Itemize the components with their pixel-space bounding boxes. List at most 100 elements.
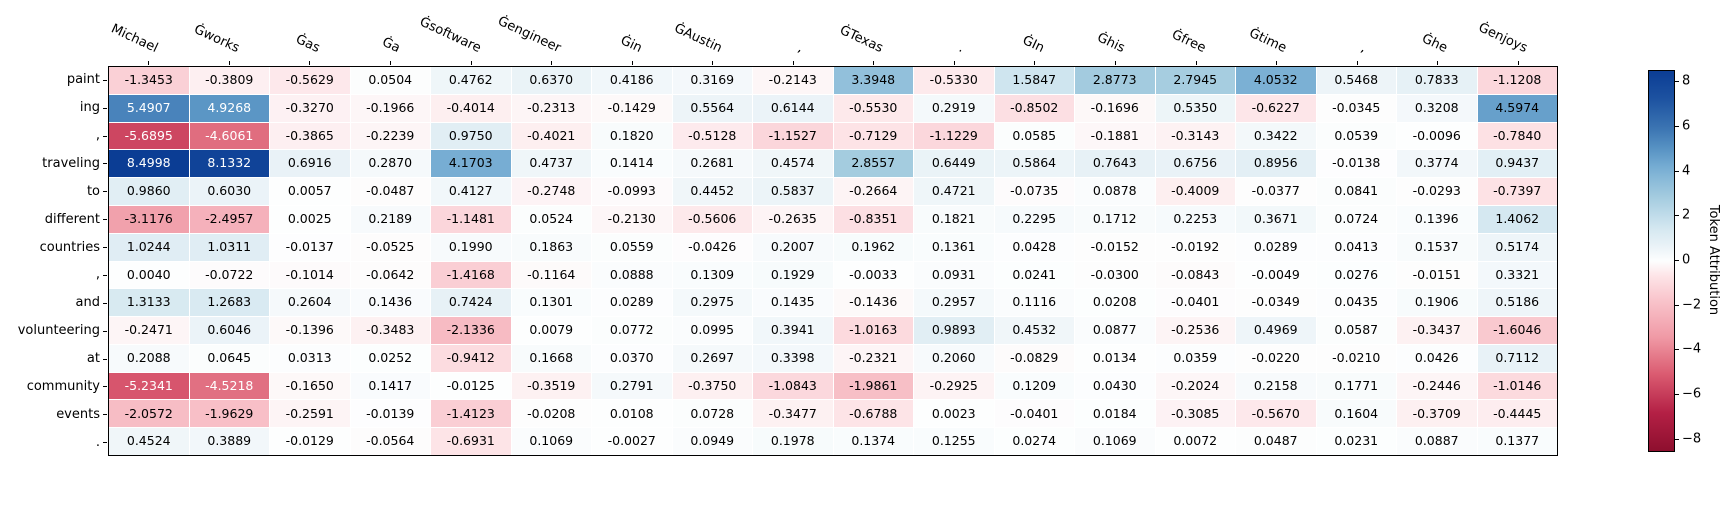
heatmap-cell: 0.0231 xyxy=(1316,428,1396,455)
heatmap-cell: -2.0572 xyxy=(109,400,189,428)
colorbar-tick xyxy=(1675,394,1679,395)
column-label: , xyxy=(1358,40,1369,56)
heatmap-cell: -0.0843 xyxy=(1155,261,1235,289)
x-axis-tick xyxy=(309,61,310,65)
heatmap-cell: -0.2130 xyxy=(592,205,672,233)
heatmap-cell: 0.4532 xyxy=(994,317,1074,344)
heatmap-cell: -0.0125 xyxy=(431,372,511,400)
heatmap-cell: 0.3321 xyxy=(1477,261,1557,289)
heatmap-cell: 5.4907 xyxy=(109,94,189,122)
heatmap-cell: 0.1301 xyxy=(511,289,591,317)
heatmap-cell: 0.9437 xyxy=(1477,150,1557,178)
heatmap-cell: -1.0843 xyxy=(753,372,833,400)
row-label: . xyxy=(95,434,100,450)
colorbar-tick xyxy=(1675,439,1679,440)
heatmap-cell: -0.3709 xyxy=(1397,400,1477,428)
heatmap-cell: 0.0888 xyxy=(592,261,672,289)
heatmap-cell: 0.0134 xyxy=(1075,344,1155,372)
heatmap-cell: 2.7945 xyxy=(1155,67,1235,94)
y-axis-tick xyxy=(103,414,107,415)
heatmap-cell: -0.0300 xyxy=(1075,261,1155,289)
x-axis-tick xyxy=(229,61,230,65)
heatmap-cell: 0.1255 xyxy=(914,428,994,455)
heatmap-cell: 0.0877 xyxy=(1075,317,1155,344)
heatmap-cell: 0.2957 xyxy=(914,289,994,317)
x-axis-tick xyxy=(712,61,713,65)
x-axis-tick xyxy=(1518,61,1519,65)
heatmap-cell: -0.7129 xyxy=(833,122,913,150)
heatmap-cell: -0.0401 xyxy=(994,400,1074,428)
heatmap-cell: 0.0313 xyxy=(270,344,350,372)
heatmap-cell: -0.0829 xyxy=(994,344,1074,372)
heatmap-cell: -1.1229 xyxy=(914,122,994,150)
heatmap-cell: 0.1820 xyxy=(592,122,672,150)
heatmap-cell: -1.6046 xyxy=(1477,317,1557,344)
column-label: Ġfree xyxy=(1169,27,1208,56)
heatmap-cell: 0.3774 xyxy=(1397,150,1477,178)
heatmap-cell: 0.0587 xyxy=(1316,317,1396,344)
heatmap-cell: 0.4969 xyxy=(1236,317,1316,344)
colorbar-tick xyxy=(1675,349,1679,350)
heatmap-cell: -0.4021 xyxy=(511,122,591,150)
row-label: events xyxy=(56,406,100,422)
heatmap-cell: -0.0208 xyxy=(511,400,591,428)
colorbar-tick-label: −2 xyxy=(1682,297,1702,313)
heatmap-cell: -0.0027 xyxy=(592,428,672,455)
heatmap-cell: 0.1863 xyxy=(511,233,591,261)
heatmap-cell: 0.4574 xyxy=(753,150,833,178)
heatmap-cell: 0.1396 xyxy=(1397,205,1477,233)
heatmap-cell: -0.2635 xyxy=(753,205,833,233)
heatmap-cell: 0.7424 xyxy=(431,289,511,317)
x-axis-tick xyxy=(793,61,794,65)
colorbar-tick-label: −8 xyxy=(1682,431,1702,447)
heatmap-cell: 0.0289 xyxy=(592,289,672,317)
y-axis-tick xyxy=(103,303,107,304)
heatmap-cell: -0.0525 xyxy=(350,233,430,261)
heatmap-cell: 0.5350 xyxy=(1155,94,1235,122)
heatmap-cell: 0.0108 xyxy=(592,400,672,428)
heatmap-cell: 0.1435 xyxy=(753,289,833,317)
heatmap-cell: 0.4721 xyxy=(914,178,994,205)
heatmap-cell: 0.1906 xyxy=(1397,289,1477,317)
heatmap-cell: -0.2536 xyxy=(1155,317,1235,344)
colorbar-tick-label: 0 xyxy=(1682,252,1691,268)
heatmap-cell: 0.0995 xyxy=(672,317,752,344)
heatmap-cell: 0.9893 xyxy=(914,317,994,344)
heatmap-cell: 4.1703 xyxy=(431,150,511,178)
row-label: , xyxy=(95,267,100,283)
x-axis-tick xyxy=(1357,61,1358,65)
heatmap-cell: 0.0023 xyxy=(914,400,994,428)
row-label: different xyxy=(44,211,100,227)
x-axis-tick xyxy=(1196,61,1197,65)
heatmap-cell: -3.1176 xyxy=(109,205,189,233)
heatmap-cell: 0.1417 xyxy=(350,372,430,400)
x-axis-tick xyxy=(471,61,472,65)
heatmap-cell: -0.3270 xyxy=(270,94,350,122)
colorbar-tick-label: 4 xyxy=(1682,163,1691,179)
heatmap-cell: 0.5564 xyxy=(672,94,752,122)
heatmap-cell: -0.0735 xyxy=(994,178,1074,205)
heatmap-cell: -0.4445 xyxy=(1477,400,1557,428)
colorbar-tick-label: −4 xyxy=(1682,341,1702,357)
heatmap-cell: 0.4127 xyxy=(431,178,511,205)
heatmap-cell: 0.2088 xyxy=(109,344,189,372)
column-label: Ġtime xyxy=(1246,25,1289,56)
heatmap-cell: -0.0049 xyxy=(1236,261,1316,289)
heatmap-cell: -1.1208 xyxy=(1477,67,1557,94)
heatmap-cell: -0.2239 xyxy=(350,122,430,150)
colorbar-tick xyxy=(1675,171,1679,172)
heatmap-cell: -0.0151 xyxy=(1397,261,1477,289)
colorbar-tick xyxy=(1675,81,1679,82)
heatmap-cell: -0.0401 xyxy=(1155,289,1235,317)
row-label: countries xyxy=(39,239,100,255)
heatmap-cell: 0.3941 xyxy=(753,317,833,344)
heatmap-cell: -0.0220 xyxy=(1236,344,1316,372)
heatmap-cell: -0.2925 xyxy=(914,372,994,400)
heatmap-cell: 0.5468 xyxy=(1316,67,1396,94)
heatmap-cell: -0.0192 xyxy=(1155,233,1235,261)
heatmap-cell: -0.2471 xyxy=(109,317,189,344)
heatmap-cell: 0.0645 xyxy=(189,344,269,372)
y-axis-tick xyxy=(103,219,107,220)
heatmap-cell: 0.2870 xyxy=(350,150,430,178)
